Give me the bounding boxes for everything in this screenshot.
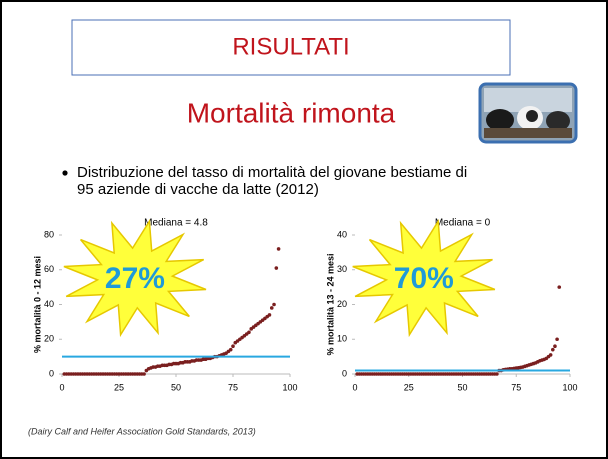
y-tick-label: 40 [337,229,347,239]
y-axis-label: % mortalità 0 - 12 mesi [32,256,42,353]
data-point [553,344,557,348]
x-tick-label: 75 [511,382,521,392]
slide-title: RISULTATI [232,33,349,60]
y-tick-label: 80 [44,229,54,239]
data-point [231,344,235,348]
data-point [555,337,559,341]
y-tick-label: 20 [44,334,54,344]
x-tick-label: 0 [59,382,64,392]
y-axis-label: % mortalità 13 - 24 mesi [325,253,335,355]
y-tick-label: 10 [337,334,347,344]
bullet-text: Distribuzione del tasso di mortalità del… [77,164,467,181]
data-point [142,372,146,376]
data-point [277,247,281,251]
bullet-dot [62,170,67,175]
x-tick-label: 50 [457,382,467,392]
cow-photo [480,84,576,142]
data-point [272,303,276,307]
data-point [229,348,233,352]
highlight-percent: 27% [105,262,165,295]
y-tick-label: 40 [44,299,54,309]
x-tick-label: 50 [171,382,181,392]
y-tick-label: 30 [337,264,347,274]
data-point [247,331,251,335]
data-point [270,306,274,310]
bullet-text: 95 aziende di vacche da latte (2012) [77,181,319,198]
slide-subtitle: Mortalità rimonta [187,97,396,128]
data-point [268,313,272,317]
y-tick-label: 0 [342,368,347,378]
source-note: (Dairy Calf and Heifer Association Gold … [28,426,256,436]
chart-title: Mediana = 0 [435,218,491,229]
data-point [495,372,499,376]
data-point [275,266,279,270]
x-tick-label: 25 [404,382,414,392]
data-point [549,353,553,357]
data-point [557,285,561,289]
x-tick-label: 100 [562,382,577,392]
y-tick-label: 20 [337,299,347,309]
data-point [551,348,555,352]
x-tick-label: 0 [352,382,357,392]
highlight-percent: 70% [394,262,454,295]
slide: RISULTATI Mortalità rimonta Distribuzion… [0,0,608,459]
y-tick-label: 60 [44,264,54,274]
chart-title: Mediana = 4.8 [144,218,208,229]
x-tick-label: 75 [228,382,238,392]
x-tick-label: 100 [282,382,297,392]
y-tick-label: 0 [49,368,54,378]
x-tick-label: 25 [114,382,124,392]
